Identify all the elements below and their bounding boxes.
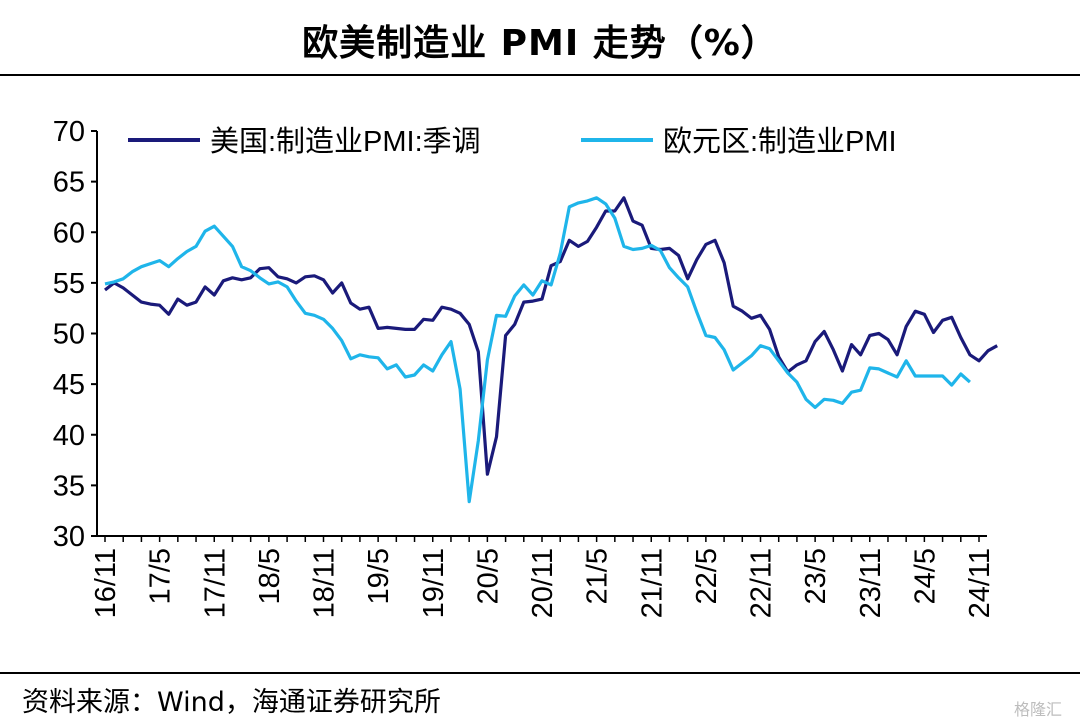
x-tick-label: 24/5 bbox=[909, 548, 941, 604]
pmi-line-chart: 30 35 40 45 50 55 60 65 70 16/11 17/5 17/11 18/5 18/1… bbox=[53, 116, 998, 618]
x-tick-label: 23/5 bbox=[800, 548, 832, 604]
x-tick-label: 16/11 bbox=[90, 548, 122, 618]
x-tick-label: 19/11 bbox=[418, 548, 450, 618]
y-tick-label: 55 bbox=[53, 268, 85, 300]
x-tick-label: 20/11 bbox=[527, 548, 559, 618]
chart-title: 欧美制造业 PMI 走势（%） bbox=[302, 23, 778, 64]
y-tick-label: 45 bbox=[53, 369, 85, 401]
source-note: 资料来源：Wind，海通证券研究所 bbox=[22, 687, 441, 718]
x-tick-label: 23/11 bbox=[855, 548, 887, 618]
source-divider bbox=[0, 672, 1080, 674]
x-tick-label: 22/11 bbox=[746, 548, 778, 618]
x-tick-label: 20/5 bbox=[472, 548, 504, 604]
title-underline bbox=[0, 74, 1080, 76]
x-tick-label: 22/5 bbox=[691, 548, 723, 604]
x-tick-label: 17/11 bbox=[199, 548, 231, 618]
x-tick-label: 21/11 bbox=[636, 548, 668, 618]
legend-label-1: 美国:制造业PMI:季调 bbox=[210, 125, 481, 158]
x-tick-label: 21/5 bbox=[582, 548, 614, 604]
x-tick-label: 19/5 bbox=[363, 548, 395, 604]
series-line-2 bbox=[104, 196, 971, 504]
y-tick-label: 60 bbox=[53, 217, 85, 249]
x-tick-label: 18/11 bbox=[309, 548, 341, 618]
y-tick-label: 65 bbox=[53, 167, 85, 199]
watermark: 格隆汇 bbox=[1013, 700, 1062, 719]
series-lines bbox=[104, 196, 998, 504]
y-tick-label: 30 bbox=[53, 521, 85, 553]
x-tick-label: 24/11 bbox=[964, 548, 996, 618]
x-tick-label: 17/5 bbox=[145, 548, 177, 604]
legend: 美国:制造业PMI:季调 欧元区:制造业PMI bbox=[128, 125, 897, 158]
y-tick-label: 50 bbox=[53, 319, 85, 351]
y-tick-label: 70 bbox=[53, 116, 85, 148]
y-tick-label: 40 bbox=[53, 420, 85, 452]
y-tick-label: 35 bbox=[53, 470, 85, 502]
series-line-1 bbox=[104, 196, 998, 476]
x-tick-label: 18/5 bbox=[254, 548, 286, 604]
axes: 30 35 40 45 50 55 60 65 70 16/11 17/5 17/11 18/5 18/1… bbox=[53, 116, 996, 618]
legend-label-2: 欧元区:制造业PMI bbox=[663, 125, 897, 158]
